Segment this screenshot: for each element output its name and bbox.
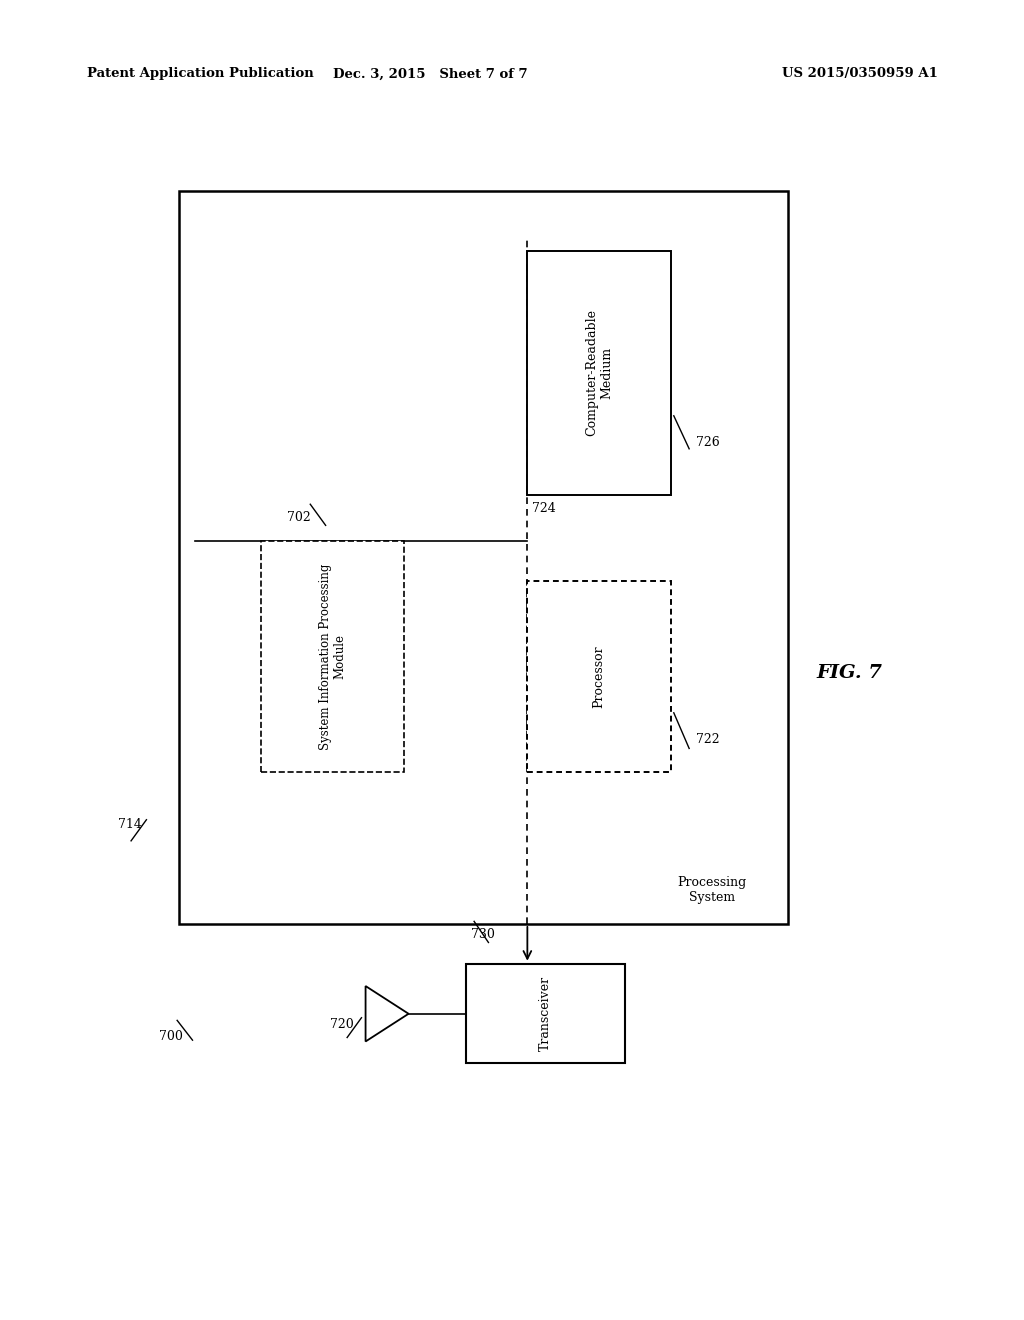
Text: 726: 726: [696, 436, 720, 449]
Text: Processor: Processor: [593, 645, 605, 708]
Text: Processing
System: Processing System: [677, 876, 746, 904]
Bar: [527, 251, 671, 495]
Text: 722: 722: [696, 733, 720, 746]
Text: Patent Application Publication: Patent Application Publication: [87, 67, 313, 81]
Text: Computer-Readable
Medium: Computer-Readable Medium: [585, 309, 613, 437]
Text: 724: 724: [532, 502, 556, 515]
Text: System Information Processing
Module: System Information Processing Module: [318, 564, 347, 750]
Text: US 2015/0350959 A1: US 2015/0350959 A1: [782, 67, 938, 81]
Text: 730: 730: [471, 928, 495, 941]
Text: Transceiver: Transceiver: [539, 975, 552, 1051]
Text: 700: 700: [159, 1030, 182, 1043]
Bar: [466, 964, 625, 1063]
Text: Dec. 3, 2015   Sheet 7 of 7: Dec. 3, 2015 Sheet 7 of 7: [333, 67, 527, 81]
Text: FIG. 7: FIG. 7: [817, 664, 883, 682]
Bar: [261, 541, 404, 772]
Text: 714: 714: [118, 818, 141, 832]
Text: 720: 720: [330, 1018, 353, 1031]
Bar: [179, 191, 788, 924]
Text: 702: 702: [287, 511, 310, 524]
Bar: [527, 581, 671, 772]
